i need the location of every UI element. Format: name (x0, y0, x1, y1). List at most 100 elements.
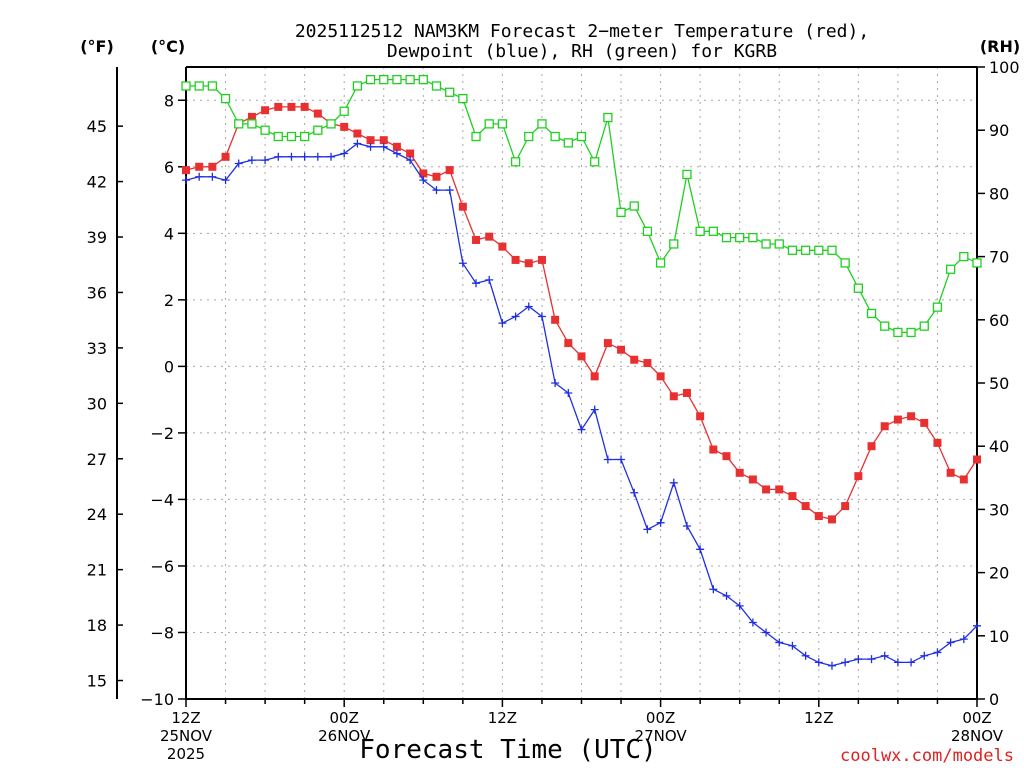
dewpoint-point (788, 641, 797, 650)
celsius-tick-label: 2 (164, 291, 174, 310)
rh-point (220, 93, 231, 104)
rh-point (194, 81, 204, 91)
rh-point (326, 119, 336, 129)
dewpoint-point (485, 275, 494, 284)
rh-point (814, 245, 824, 255)
ticks-layer: 86420−2−4−6−8−10454239363330272421181510… (87, 58, 1020, 763)
temperature-point (867, 442, 876, 451)
rh-point (352, 81, 363, 91)
rh-point (550, 131, 560, 142)
rh-point (959, 251, 969, 262)
rh-point (669, 239, 679, 249)
dewpoint-point (590, 405, 599, 414)
temperature-point (920, 418, 929, 427)
dewpoint-point (617, 455, 626, 464)
x-tick-label: 00Z (646, 709, 675, 727)
dewpoint-point (366, 142, 375, 151)
temperature-point (735, 468, 744, 477)
temperature-point (379, 136, 388, 145)
rh-point (880, 321, 890, 331)
fahrenheit-tick-label: 36 (87, 283, 107, 302)
temperature-point (722, 452, 731, 461)
dewpoint-point (419, 176, 428, 185)
rh-point (405, 74, 415, 85)
temperature-point (946, 468, 955, 477)
rh-point (655, 258, 666, 268)
source-credit: coolwx.com/models (840, 746, 1014, 766)
temperature-point (274, 102, 283, 111)
dewpoint-point (313, 152, 322, 161)
temperature-point (669, 392, 678, 401)
rh-tick-label: 100 (989, 58, 1020, 77)
x-axis-label: Forecast Time (UTC) (359, 735, 656, 765)
dewpoint-point (195, 172, 204, 181)
temperature-point (551, 315, 560, 324)
dewpoint-point (432, 186, 441, 195)
dewpoint-point (841, 658, 850, 667)
dewpoint-point (261, 156, 270, 165)
dewpoint-point (406, 156, 415, 165)
dewpoint-point (472, 279, 481, 288)
dewpoint-point (735, 601, 744, 610)
rh-unit-label: (RH) (980, 37, 1020, 56)
dewpoint-point (946, 638, 955, 647)
temperature-point (630, 355, 639, 364)
temperature-point (973, 455, 981, 464)
rh-point (761, 239, 771, 249)
temperature-point (261, 106, 270, 115)
temperature-point (564, 339, 573, 348)
temperature-point (854, 472, 863, 481)
dewpoint-point (933, 648, 942, 657)
celsius-tick-label: −10 (140, 690, 174, 709)
series-layer (181, 74, 982, 670)
temperature-point (603, 339, 612, 348)
celsius-tick-label: 4 (164, 224, 174, 243)
temperature-point (814, 512, 823, 521)
celsius-tick-label: 6 (164, 158, 174, 177)
temperature-point (643, 359, 652, 368)
temperature-point (775, 485, 784, 494)
dewpoint-point (959, 635, 968, 644)
rh-point (695, 226, 705, 236)
temperature-point (880, 422, 889, 431)
dewpoint-point (498, 319, 507, 328)
rh-point (748, 232, 758, 243)
celsius-tick-label: −6 (150, 557, 174, 576)
rh-tick-label: 60 (989, 311, 1009, 330)
dewpoint-point (722, 591, 731, 600)
rh-point (563, 138, 573, 148)
temperature-point (959, 475, 968, 484)
x-tick-label: 28NOV (951, 727, 1004, 745)
dewpoint-point (353, 139, 362, 148)
rh-point (972, 258, 982, 268)
temperature-point (682, 388, 691, 397)
dewpoint-point (603, 455, 612, 464)
dewpoint-point (274, 152, 283, 161)
dewpoint-point (511, 312, 520, 321)
x-tick-label: 12Z (488, 709, 517, 727)
temperature-point (762, 485, 771, 494)
temperature-point (472, 235, 481, 244)
rh-point (853, 283, 863, 293)
grid-layer (186, 67, 977, 699)
fahrenheit-tick-label: 42 (87, 173, 107, 192)
dewpoint-point (392, 149, 401, 158)
rh-tick-label: 10 (989, 627, 1009, 646)
temperature-point (313, 109, 322, 118)
fahrenheit-tick-label: 27 (87, 450, 107, 469)
dewpoint-point (340, 149, 349, 158)
dewpoint-point (801, 651, 810, 660)
celsius-tick-label: 0 (164, 357, 174, 376)
dewpoint-point (669, 478, 678, 487)
temperature-point (841, 502, 850, 511)
rh-point (866, 308, 877, 319)
fahrenheit-tick-label: 15 (87, 672, 107, 691)
rh-point (299, 131, 310, 142)
dewpoint-point (208, 172, 217, 181)
dewpoint-point (379, 142, 388, 151)
celsius-tick-label: −4 (150, 490, 174, 509)
temperature-point (406, 149, 415, 158)
rh-point (445, 87, 455, 97)
